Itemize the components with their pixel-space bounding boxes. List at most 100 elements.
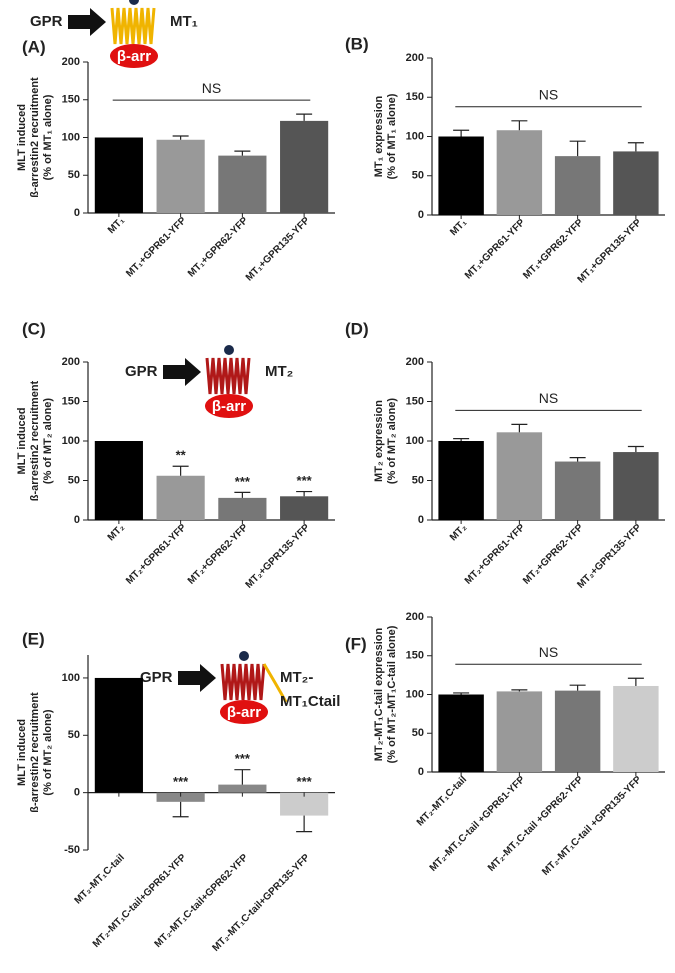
gpr-label: GPR bbox=[30, 13, 63, 30]
y-tick-label: 50 bbox=[412, 170, 424, 182]
arrestin-label: β-arr bbox=[212, 398, 246, 415]
error-bar bbox=[453, 129, 470, 137]
error-bar bbox=[234, 769, 251, 785]
bar bbox=[496, 432, 543, 520]
y-axis-label: MT₁ expression bbox=[373, 95, 385, 177]
x-tick-label: MT₂-MT₁C-tail bbox=[73, 852, 127, 906]
arrestin-label: β-arr bbox=[227, 704, 261, 721]
y-tick-label: 50 bbox=[68, 474, 80, 486]
panel-label: (C) bbox=[22, 319, 46, 338]
y-axis-label: (% of MT₂ alone) bbox=[42, 398, 54, 484]
arrow bbox=[163, 358, 201, 386]
y-tick-label: 150 bbox=[406, 91, 424, 103]
y-tick-label: 100 bbox=[62, 672, 80, 684]
y-tick-label: 200 bbox=[406, 611, 424, 623]
x-tick-label: MT₂+GPR61-YFP bbox=[463, 522, 528, 587]
y-tick-label: 100 bbox=[406, 435, 424, 447]
ns-label: NS bbox=[539, 644, 558, 660]
error-bar bbox=[234, 150, 251, 156]
bar bbox=[280, 120, 329, 213]
c-tail bbox=[262, 663, 288, 703]
panel-label: (F) bbox=[345, 634, 367, 653]
bar bbox=[94, 677, 143, 793]
y-tick-label: 0 bbox=[418, 766, 424, 778]
bar bbox=[280, 792, 329, 816]
y-tick-label: 0 bbox=[74, 207, 80, 219]
significance: *** bbox=[173, 774, 189, 789]
error-bar bbox=[511, 423, 528, 433]
error-bar bbox=[296, 490, 313, 497]
dot bbox=[129, 0, 139, 5]
y-axis-label: (% of MT₁ alone) bbox=[386, 93, 398, 179]
y-tick-label: 50 bbox=[412, 474, 424, 486]
arrow bbox=[68, 8, 106, 36]
y-axis-label: MLT induced bbox=[16, 104, 28, 171]
bar bbox=[94, 137, 143, 213]
panel-label: (E) bbox=[22, 629, 45, 648]
receptor-label: MT₁ bbox=[170, 13, 198, 30]
bar bbox=[218, 784, 267, 793]
significance: *** bbox=[235, 751, 251, 766]
bar bbox=[554, 461, 601, 520]
y-tick-label: 200 bbox=[62, 356, 80, 368]
bar bbox=[613, 151, 659, 215]
y-axis-label: MLT induced bbox=[16, 719, 28, 786]
significance: *** bbox=[297, 774, 313, 789]
x-tick-label: MT₂+GPR62-YFP bbox=[521, 522, 586, 587]
panel-label: (D) bbox=[345, 319, 369, 338]
y-tick-label: 150 bbox=[406, 395, 424, 407]
bar bbox=[156, 139, 205, 213]
y-axis-label: (% of MT₁ alone) bbox=[42, 94, 54, 180]
x-tick-label: MT₂+GPR62-YFP bbox=[186, 522, 251, 587]
y-axis-label: ß-arrestin2 recruitment bbox=[29, 692, 41, 813]
y-axis-label: MT₂-MT₁C-tail expression bbox=[373, 627, 385, 761]
error-bar bbox=[569, 456, 586, 462]
x-tick-label: MT₂-MT₁C-tail +GPR62-YFP bbox=[486, 774, 586, 874]
error-bar bbox=[172, 465, 189, 476]
significance: *** bbox=[235, 474, 251, 489]
x-tick-label: MT₁+GPR135-YFP bbox=[576, 217, 645, 286]
bar bbox=[496, 691, 543, 772]
y-tick-label: 150 bbox=[406, 650, 424, 662]
y-tick-label: 100 bbox=[406, 130, 424, 142]
significance: ** bbox=[176, 448, 187, 463]
bar bbox=[218, 155, 267, 213]
y-axis-label: (% of MT₂-MT₁C-tail alone) bbox=[386, 625, 398, 763]
bar bbox=[554, 156, 601, 215]
x-tick-label: MT₂-MT₁C-tail +GPR61-YFP bbox=[428, 774, 528, 874]
y-tick-label: 150 bbox=[62, 94, 80, 106]
gpr-label: GPR bbox=[125, 363, 158, 380]
x-tick-label: MT₂+GPR135-YFP bbox=[244, 522, 313, 591]
error-bar bbox=[627, 445, 644, 453]
error-bar bbox=[172, 135, 189, 140]
x-tick-label: MT₁+GPR61-YFP bbox=[124, 215, 189, 280]
x-tick-label: MT₁+GPR61-YFP bbox=[463, 217, 528, 282]
y-tick-label: 0 bbox=[418, 209, 424, 221]
bar bbox=[438, 441, 484, 520]
x-tick-label: MT₂ bbox=[106, 522, 127, 543]
x-tick-label: MT₂+GPR135-YFP bbox=[575, 522, 644, 591]
x-tick-label: MT₂+GPR61-YFP bbox=[124, 522, 189, 587]
y-tick-label: 0 bbox=[74, 514, 80, 526]
ns-label: NS bbox=[202, 80, 221, 96]
dot bbox=[239, 651, 249, 661]
y-axis-label: (% of MT₂ alone) bbox=[42, 709, 54, 795]
y-axis-label: ß-arrestin2 recruitment bbox=[29, 380, 41, 501]
arrestin bbox=[205, 394, 253, 418]
arrestin bbox=[110, 44, 158, 68]
x-tick-label: MT₂ bbox=[448, 522, 469, 543]
bar bbox=[613, 452, 659, 520]
x-tick-label: MT₁+GPR135-YFP bbox=[244, 215, 313, 284]
x-tick-label: MT₂-MT₁C-tail +GPR135-YFP bbox=[540, 774, 644, 878]
error-bar bbox=[296, 815, 313, 833]
ns-label: NS bbox=[539, 87, 558, 103]
bar bbox=[94, 441, 143, 520]
error-bar bbox=[234, 491, 251, 498]
x-tick-label: MT₁ bbox=[106, 215, 127, 236]
x-tick-label: MT₂-MT₁C-tail+GPR135-YFP bbox=[210, 852, 312, 954]
dot bbox=[224, 345, 234, 355]
y-axis-label: (% of MT₂ alone) bbox=[386, 398, 398, 484]
receptor-label: MT₂ bbox=[265, 363, 293, 380]
error-bar bbox=[172, 801, 189, 818]
